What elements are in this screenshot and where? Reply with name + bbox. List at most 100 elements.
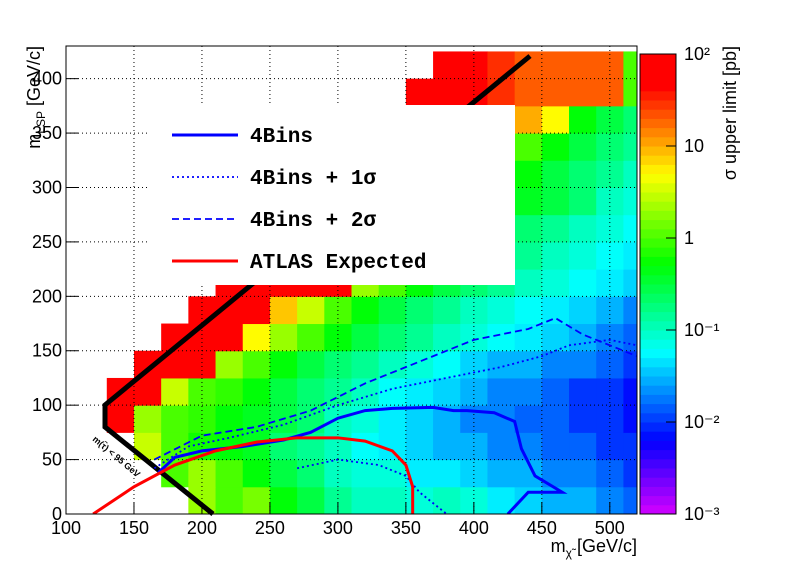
heat-cell bbox=[215, 486, 244, 514]
x-label-symbol: m bbox=[551, 536, 566, 556]
z-tick-label: 10⁻³ bbox=[684, 504, 720, 524]
heat-cell bbox=[514, 405, 543, 433]
heat-cell bbox=[242, 296, 271, 325]
x-tick-label: 400 bbox=[459, 518, 489, 538]
heat-cell bbox=[596, 459, 624, 488]
heat-cell bbox=[378, 296, 407, 325]
heat-cell bbox=[623, 486, 637, 514]
heat-cell bbox=[514, 214, 543, 243]
color-band bbox=[640, 90, 676, 101]
heat-cell bbox=[569, 133, 597, 161]
heat-cell bbox=[269, 296, 298, 325]
color-band bbox=[640, 164, 676, 175]
heat-cell bbox=[514, 323, 543, 352]
heat-cell bbox=[433, 459, 461, 488]
contour-line bbox=[153, 338, 637, 514]
color-band bbox=[640, 348, 676, 359]
x-tick-label: 200 bbox=[187, 518, 217, 538]
heat-cell bbox=[569, 486, 597, 514]
color-band bbox=[640, 210, 676, 221]
color-band bbox=[640, 274, 676, 285]
heat-cell bbox=[215, 405, 244, 433]
color-band bbox=[640, 422, 676, 432]
heat-cell bbox=[487, 432, 516, 461]
y-tick-label: 100 bbox=[32, 395, 62, 415]
heat-cell bbox=[623, 350, 637, 379]
heat-cell bbox=[269, 486, 298, 514]
y-tick-label: 350 bbox=[32, 123, 62, 143]
heat-cell bbox=[378, 486, 407, 514]
color-band bbox=[640, 201, 676, 211]
heat-cell bbox=[297, 296, 325, 325]
heat-cell bbox=[541, 160, 570, 188]
color-band bbox=[640, 63, 676, 73]
color-band bbox=[640, 109, 676, 119]
heat-cell bbox=[569, 51, 597, 80]
color-band bbox=[640, 320, 676, 331]
heat-cell bbox=[324, 350, 352, 379]
heat-cell bbox=[514, 296, 543, 325]
color-band bbox=[640, 136, 676, 147]
heat-cell bbox=[433, 377, 461, 406]
heat-cell bbox=[351, 432, 380, 461]
heat-cell bbox=[596, 214, 624, 243]
heat-cell bbox=[487, 323, 516, 352]
heat-cell bbox=[106, 405, 135, 433]
heat-cell bbox=[541, 187, 570, 216]
color-band bbox=[640, 72, 676, 83]
x-tick-label: 350 bbox=[391, 518, 421, 538]
color-band bbox=[640, 219, 676, 230]
heat-cell bbox=[351, 486, 380, 514]
heat-cell bbox=[378, 323, 407, 352]
z-tick-label: 10 bbox=[684, 136, 704, 156]
heat-cell bbox=[623, 78, 637, 107]
heat-cell bbox=[487, 51, 516, 80]
heat-cell bbox=[297, 323, 325, 352]
legend-label: ATLAS Expected bbox=[250, 252, 426, 275]
legend-label: 4Bins + 1σ bbox=[250, 168, 376, 191]
z-axis-label: σ upper limit [pb] bbox=[720, 46, 740, 180]
legend-label: 4Bins bbox=[250, 126, 313, 149]
z-tick-label: 10⁻² bbox=[684, 412, 720, 432]
heat-cell bbox=[351, 296, 380, 325]
heat-cell bbox=[569, 296, 597, 325]
heat-cell bbox=[487, 78, 516, 107]
y-tick-label: 250 bbox=[32, 232, 62, 252]
heat-cell bbox=[623, 51, 637, 80]
z-tick-label: 10⁻¹ bbox=[684, 320, 720, 340]
legend-label: 4Bins + 2σ bbox=[250, 210, 376, 233]
color-band bbox=[640, 256, 676, 267]
color-band bbox=[640, 357, 676, 368]
heat-cell bbox=[569, 350, 597, 379]
heat-cell bbox=[460, 459, 488, 488]
legend: 4Bins 4Bins + 1σ 4Bins + 2σ ATLAS Expected bbox=[150, 105, 515, 285]
color-band bbox=[640, 118, 676, 129]
heat-cell bbox=[541, 405, 570, 433]
heat-cell bbox=[596, 187, 624, 216]
color-band bbox=[640, 376, 676, 386]
z-tick-label: 10² bbox=[684, 44, 710, 64]
color-band bbox=[640, 284, 676, 294]
heat-cell bbox=[269, 459, 298, 488]
heat-cell bbox=[569, 405, 597, 433]
color-band bbox=[640, 100, 676, 110]
axes: 100 150 200 250 300 350 400 450 500 0 50 100 150 200 2… bbox=[32, 69, 625, 538]
heat-cell bbox=[569, 105, 597, 134]
heat-cell bbox=[405, 350, 434, 379]
color-band bbox=[640, 238, 676, 248]
heat-cell bbox=[541, 105, 570, 134]
contours bbox=[92, 317, 637, 514]
color-band bbox=[640, 330, 676, 340]
heat-cell bbox=[215, 323, 244, 352]
heat-cell bbox=[297, 486, 325, 514]
heat-cell bbox=[623, 269, 637, 297]
heat-cell bbox=[569, 432, 597, 461]
heat-cell bbox=[514, 160, 543, 188]
heat-cell bbox=[541, 269, 570, 297]
color-band bbox=[640, 173, 676, 184]
heat-cell bbox=[514, 241, 543, 270]
color-band bbox=[640, 155, 676, 165]
heat-cell bbox=[405, 432, 434, 461]
y-axis-label: mLSP [GeV/c] bbox=[24, 46, 48, 149]
